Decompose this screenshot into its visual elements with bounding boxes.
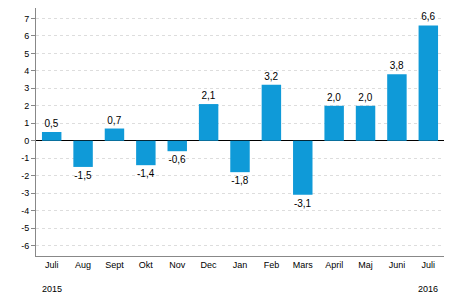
svg-text:0: 0 xyxy=(24,136,29,146)
svg-text:3: 3 xyxy=(24,83,29,93)
svg-text:Mars: Mars xyxy=(293,260,313,270)
svg-text:-1,8: -1,8 xyxy=(231,175,249,186)
svg-text:-4: -4 xyxy=(21,206,29,216)
svg-text:Feb: Feb xyxy=(264,260,280,270)
svg-text:April: April xyxy=(325,260,343,270)
svg-text:3,2: 3,2 xyxy=(264,71,278,82)
svg-text:-3,1: -3,1 xyxy=(294,198,312,209)
svg-text:Sept: Sept xyxy=(105,260,124,270)
svg-text:2016: 2016 xyxy=(418,284,438,294)
svg-text:2015: 2015 xyxy=(42,284,62,294)
svg-text:Okt: Okt xyxy=(139,260,154,270)
svg-text:-2: -2 xyxy=(21,171,29,181)
svg-text:Nov: Nov xyxy=(169,260,186,270)
svg-text:Juni: Juni xyxy=(389,260,406,270)
svg-text:-1: -1 xyxy=(21,153,29,163)
svg-text:6: 6 xyxy=(24,31,29,41)
svg-text:-1,5: -1,5 xyxy=(74,170,92,181)
svg-text:2: 2 xyxy=(24,101,29,111)
svg-text:3,8: 3,8 xyxy=(390,60,404,71)
svg-text:0,7: 0,7 xyxy=(107,115,121,126)
svg-text:6,6: 6,6 xyxy=(421,11,435,22)
svg-text:Aug: Aug xyxy=(75,260,91,270)
svg-text:Maj: Maj xyxy=(358,260,373,270)
svg-text:2,1: 2,1 xyxy=(201,90,215,101)
svg-text:7: 7 xyxy=(24,14,29,24)
svg-text:-0,6: -0,6 xyxy=(168,154,186,165)
svg-text:1: 1 xyxy=(24,118,29,128)
svg-text:Jan: Jan xyxy=(233,260,248,270)
svg-text:-3: -3 xyxy=(21,188,29,198)
svg-text:4: 4 xyxy=(24,66,29,76)
svg-text:5: 5 xyxy=(24,49,29,59)
svg-text:-1,4: -1,4 xyxy=(137,168,155,179)
svg-text:0,5: 0,5 xyxy=(45,118,59,129)
svg-text:2,0: 2,0 xyxy=(358,92,372,103)
svg-text:Dec: Dec xyxy=(201,260,218,270)
svg-text:-6: -6 xyxy=(21,241,29,251)
svg-text:2,0: 2,0 xyxy=(327,92,341,103)
svg-text:-5: -5 xyxy=(21,223,29,233)
svg-text:Juli: Juli xyxy=(422,260,436,270)
svg-text:Juli: Juli xyxy=(45,260,59,270)
